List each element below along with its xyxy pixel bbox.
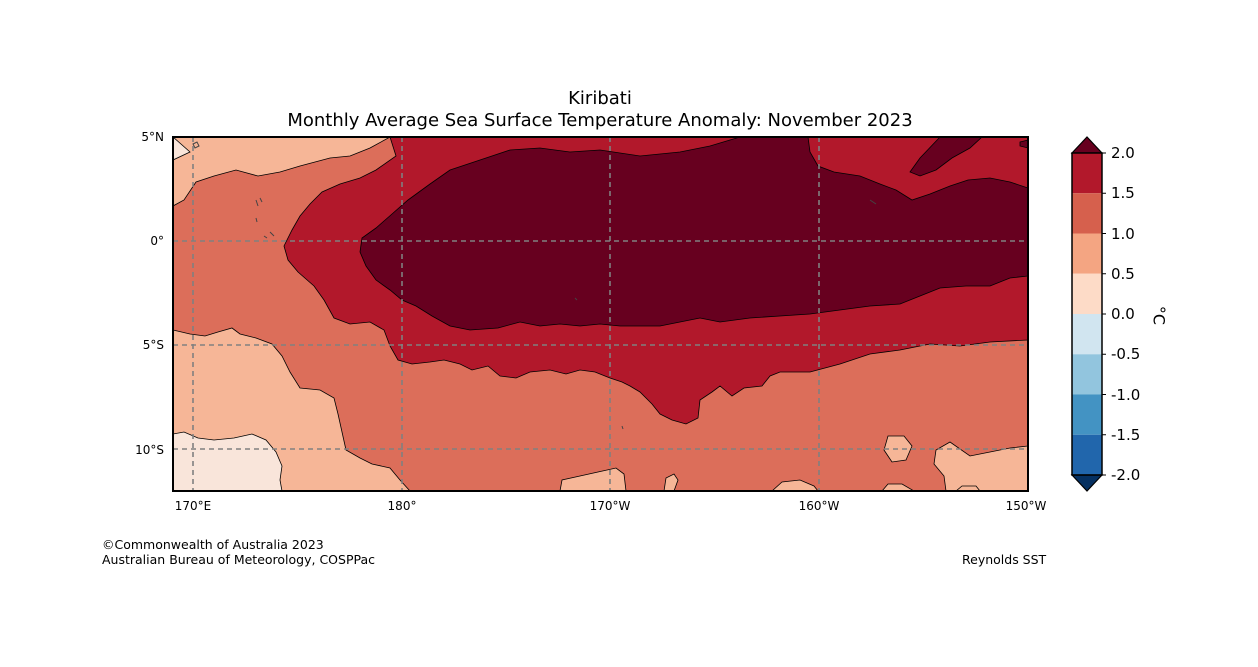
anomaly-region-2.0-edge (1019, 139, 1028, 149)
anomaly-field (173, 137, 1028, 491)
copyright-text: ©Commonwealth of Australia 2023 (102, 537, 324, 552)
agency-text: Australian Bureau of Meteorology, COSPPa… (102, 552, 375, 567)
anomaly-region-2.0-northeast (909, 137, 983, 177)
lon-label-150w: 150°W (1005, 499, 1047, 513)
lon-label-160w: 160°W (798, 499, 840, 513)
anomaly-region-0.5-blob-4 (663, 473, 679, 491)
colorbar-bin-minus-0.5 (1072, 314, 1102, 355)
colorbar-bin-1.5 (1072, 153, 1102, 194)
gridlines (173, 137, 1028, 491)
colorbar-tick-label: 0.5 (1111, 265, 1135, 283)
colorbar-bin-0.0 (1072, 273, 1102, 314)
anomaly-region-0.0-southwest (173, 431, 283, 491)
anomaly-region-0.0-northwest (173, 137, 191, 161)
lat-label-equator: 0° (150, 234, 164, 248)
anomaly-region-2.0 (359, 137, 1028, 331)
data-source-text: Reynolds SST (962, 552, 1047, 567)
map-title: Kiribati (568, 88, 632, 109)
colorbar-tick-label: -0.5 (1111, 345, 1141, 363)
islands (192, 141, 877, 430)
lat-label-10s: 10°S (135, 443, 164, 457)
map-subtitle: Monthly Average Sea Surface Temperature … (287, 110, 913, 131)
colorbar-tick-label: -2.0 (1111, 466, 1141, 484)
anomaly-region-0.5-northwest (173, 137, 391, 207)
map-frame (172, 136, 1029, 492)
colorbar (1070, 136, 1106, 492)
lat-label-5n: 5°N (141, 130, 164, 144)
colorbar-tick-label: 0.0 (1111, 305, 1135, 323)
colorbar-bin-1.0 (1072, 193, 1102, 234)
lon-label-170w: 170°W (589, 499, 631, 513)
colorbar-bin-0.5 (1072, 233, 1102, 274)
anomaly-region-0.5-blob-6 (955, 485, 981, 491)
colorbar-tick-label: 1.5 (1111, 184, 1135, 202)
colorbar-bin-minus-2.0 (1072, 434, 1102, 475)
lon-label-180: 180° (387, 499, 417, 513)
lat-label-5s: 5°S (142, 338, 164, 352)
anomaly-region-0.5-southeast (933, 441, 1028, 491)
lon-label-170e: 170°E (174, 499, 212, 513)
colorbar-tick-label: -1.5 (1111, 426, 1141, 444)
colorbar-extend-top (1070, 136, 1104, 154)
anomaly-region-0.5-blob-2 (881, 483, 915, 491)
colorbar-tick-label: -1.0 (1111, 386, 1141, 404)
colorbar-bin-minus-1.5 (1072, 394, 1102, 435)
anomaly-region-0.5-blob-3 (771, 479, 819, 491)
colorbar-extend-bottom (1070, 474, 1104, 492)
colorbar-bin-minus-1.0 (1072, 354, 1102, 395)
colorbar-tick-label: 1.0 (1111, 225, 1135, 243)
colorbar-unit-label: °C (1149, 305, 1169, 326)
colorbar-tick-label: 2.0 (1111, 144, 1135, 162)
